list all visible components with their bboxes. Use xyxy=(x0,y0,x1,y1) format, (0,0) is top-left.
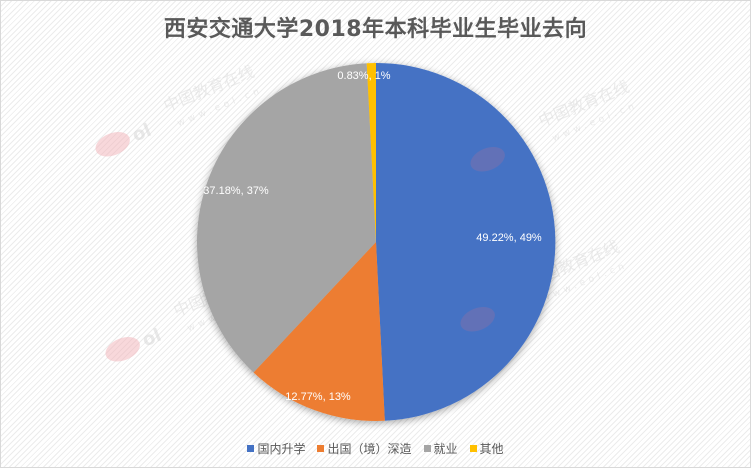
slice-overseas-study[interactable] xyxy=(253,242,385,422)
watermark-overlay xyxy=(460,147,505,332)
slice-domestic-study[interactable] xyxy=(376,62,556,421)
svg-text:ol: ol xyxy=(139,325,164,351)
legend-label: 就业 xyxy=(433,442,458,456)
data-label-overseas-study: 12.77%, 13% xyxy=(285,391,351,403)
svg-text:ol: ol xyxy=(129,120,154,146)
legend-swatch-icon xyxy=(469,445,477,452)
data-label-other: 0.83%, 1% xyxy=(337,70,390,82)
legend-label: 其他 xyxy=(479,442,504,456)
legend: 国内升学 出国（境）深造 就业 其他 xyxy=(1,440,750,457)
legend-item-employment[interactable]: 就业 xyxy=(423,440,458,457)
slice-other[interactable] xyxy=(366,62,376,242)
legend-item-domestic-study[interactable]: 国内升学 xyxy=(247,440,305,457)
slice-employment[interactable] xyxy=(196,63,376,373)
data-label-employment: 37.18%, 37% xyxy=(203,185,269,197)
legend-swatch-icon xyxy=(423,445,431,452)
pie-slices xyxy=(196,62,556,422)
legend-item-other[interactable]: 其他 xyxy=(469,440,504,457)
legend-swatch-icon xyxy=(317,445,325,452)
legend-item-overseas-study[interactable]: 出国（境）深造 xyxy=(317,440,412,457)
chart-title: 西安交通大学2018年本科毕业生毕业去向 xyxy=(163,17,588,42)
legend-swatch-icon xyxy=(247,445,255,452)
legend-label: 出国（境）深造 xyxy=(327,442,412,456)
legend-label: 国内升学 xyxy=(257,442,306,456)
data-label-domestic-study: 49.22%, 49% xyxy=(476,232,542,244)
